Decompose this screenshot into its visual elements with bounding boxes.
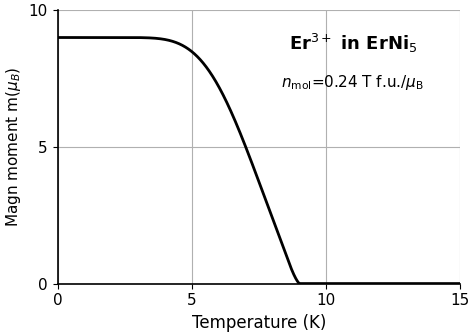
X-axis label: Temperature (K): Temperature (K) [192, 314, 326, 332]
Text: $n_{\mathrm{mol}}$=0.24 T f.u./$\mu_{\mathrm{B}}$: $n_{\mathrm{mol}}$=0.24 T f.u./$\mu_{\ma… [282, 73, 424, 92]
Y-axis label: Magn moment m($\mu_B$): Magn moment m($\mu_B$) [4, 67, 23, 227]
Text: Er$^{3+}$ in ErNi$_5$: Er$^{3+}$ in ErNi$_5$ [289, 32, 417, 55]
